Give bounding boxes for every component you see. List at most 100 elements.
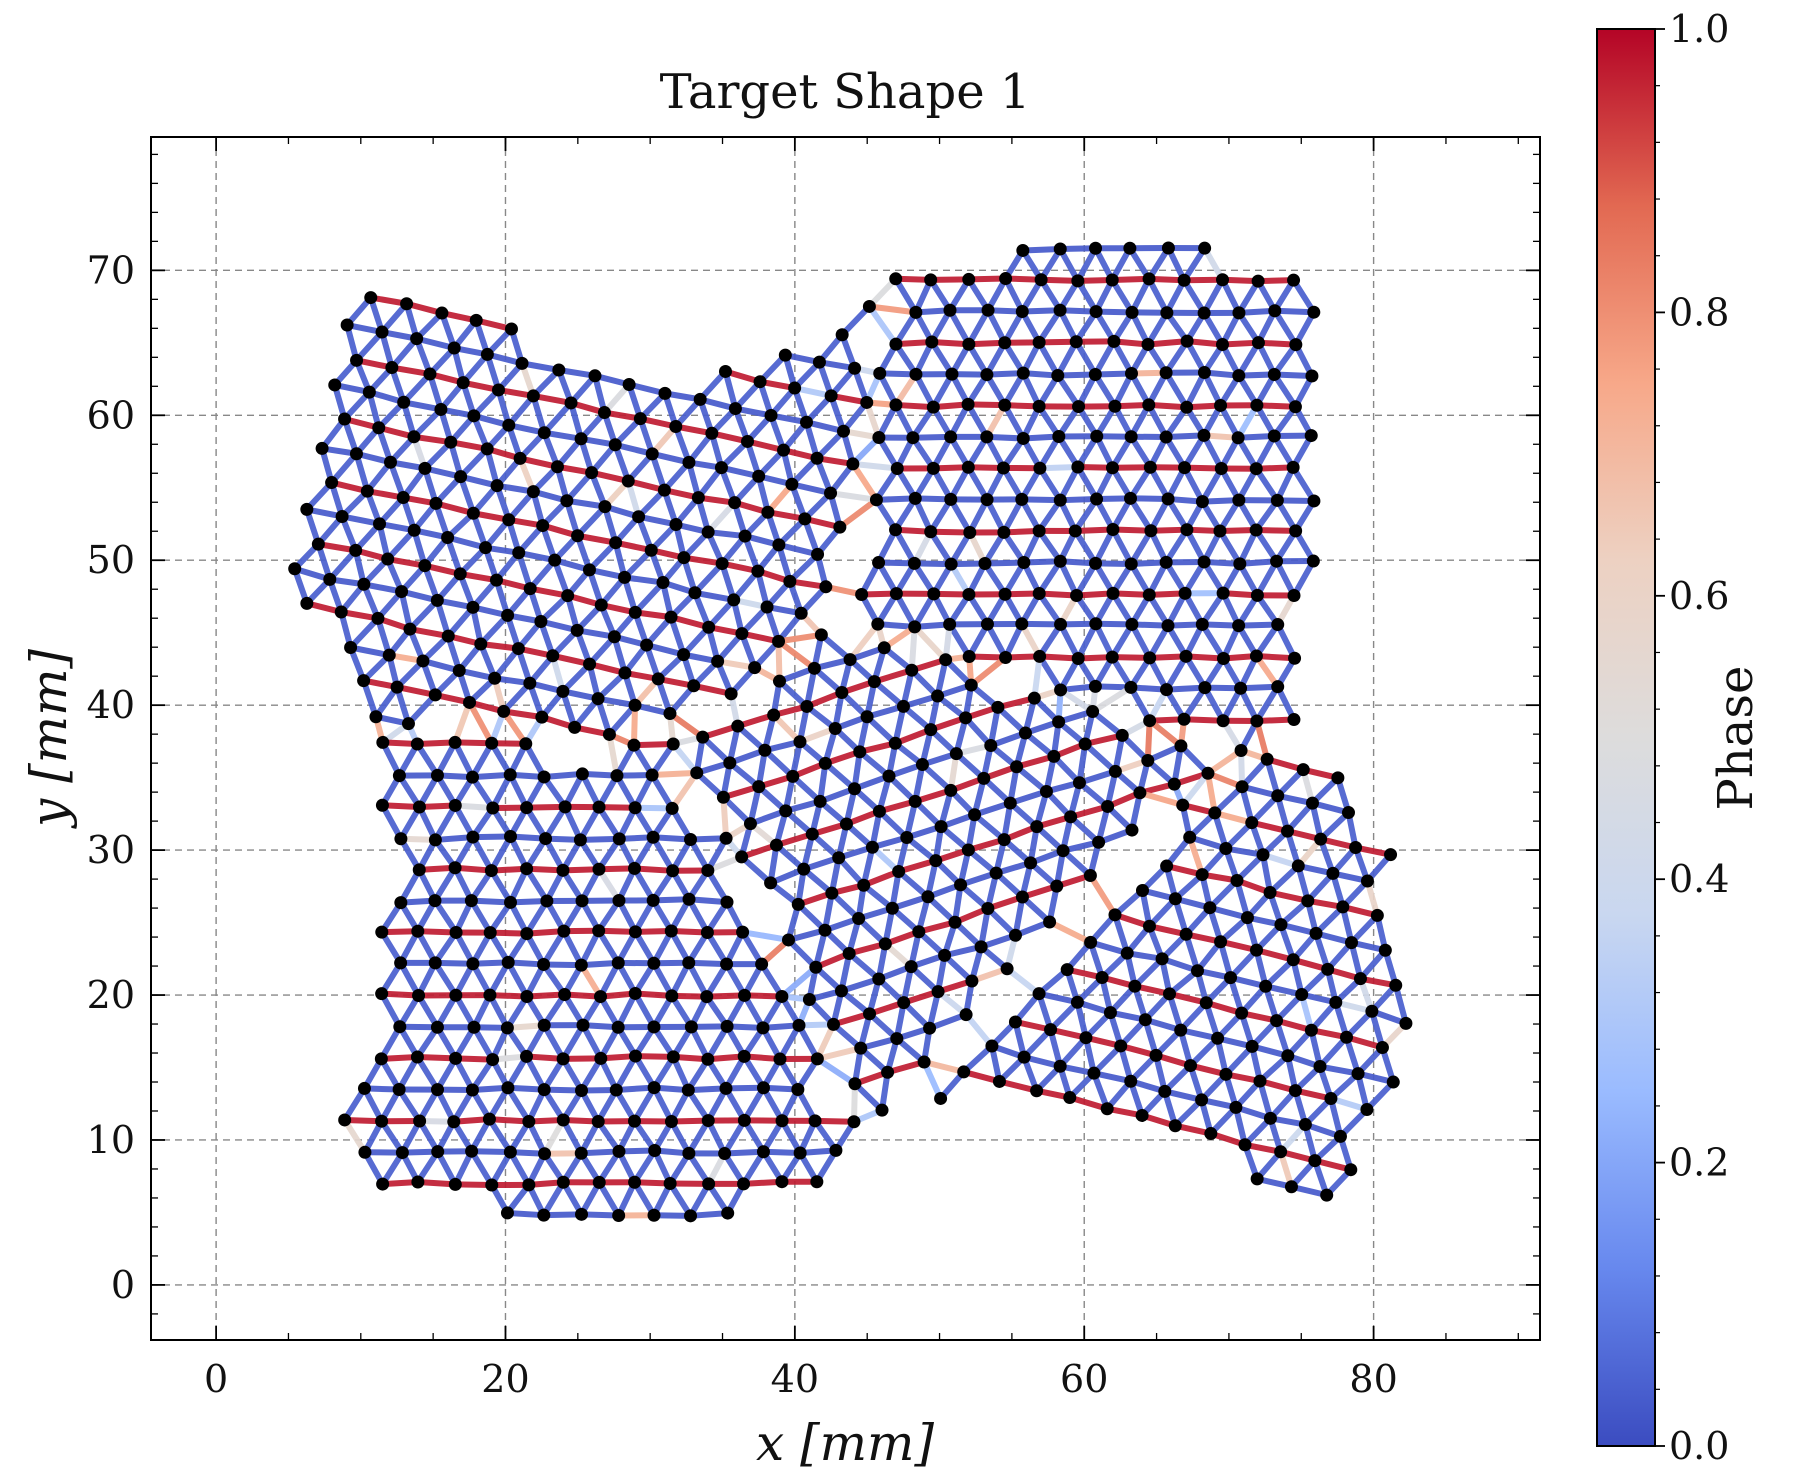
mesh-node	[1340, 1030, 1353, 1044]
mesh-node	[929, 854, 943, 868]
mesh-node	[1233, 557, 1247, 571]
mesh-node	[999, 272, 1013, 286]
mesh-node	[1179, 927, 1193, 941]
mesh-node	[1211, 1031, 1225, 1045]
mesh-node	[1287, 713, 1301, 727]
mesh-node	[1288, 1084, 1302, 1098]
mesh-node	[647, 1020, 661, 1034]
mesh-node	[628, 1175, 642, 1189]
mesh-node	[564, 396, 578, 410]
mesh-node	[520, 927, 534, 941]
mesh-node	[715, 557, 729, 571]
mesh-node	[1143, 651, 1157, 665]
mesh-node	[1163, 987, 1177, 1001]
mesh-node	[949, 747, 963, 761]
mesh-node	[430, 768, 444, 782]
mesh-edge	[666, 710, 706, 741]
mesh-node	[520, 862, 534, 876]
mesh-edge	[1254, 558, 1280, 599]
mesh-node	[724, 687, 738, 701]
mesh-node	[962, 650, 976, 664]
x-axis-label: x [mm]	[756, 1414, 934, 1472]
mesh-node	[921, 890, 935, 904]
mesh-node	[1120, 946, 1134, 960]
mesh-nodes	[288, 241, 1413, 1223]
mesh-edge	[630, 702, 639, 749]
mesh-node	[449, 925, 463, 939]
mesh-edge	[469, 740, 495, 781]
mesh-node	[769, 838, 783, 852]
mesh-node	[1203, 901, 1217, 915]
mesh-node	[997, 525, 1011, 539]
mesh-node	[991, 700, 1005, 714]
mesh-node	[556, 863, 570, 877]
mesh-edge	[486, 1116, 514, 1156]
mesh-edge	[632, 579, 667, 616]
mesh-node	[980, 430, 994, 444]
mesh-node	[1250, 398, 1264, 412]
mesh-node	[396, 491, 410, 505]
mesh-node	[896, 699, 910, 713]
mesh-node	[1167, 777, 1181, 791]
mesh-node	[482, 1112, 496, 1126]
mesh-node	[1284, 1180, 1298, 1194]
mesh-node	[1360, 1102, 1374, 1116]
mesh-node	[592, 1175, 606, 1189]
mesh-edge	[827, 490, 880, 503]
mesh-node	[1195, 495, 1209, 509]
mesh-node	[449, 988, 463, 1002]
mesh-node	[411, 924, 425, 938]
mesh-node	[924, 723, 938, 737]
mesh-node	[1115, 728, 1129, 742]
mesh-node	[441, 530, 455, 544]
mesh-node	[690, 766, 704, 780]
mesh-node	[1016, 243, 1030, 257]
mesh-node	[1286, 460, 1300, 474]
mesh-node	[1089, 305, 1103, 319]
mesh-node	[550, 460, 564, 474]
mesh-edge	[500, 708, 529, 747]
mesh-node	[644, 543, 658, 557]
mesh-node	[1128, 979, 1142, 993]
mesh-node	[1008, 928, 1022, 942]
mesh-node	[677, 648, 691, 662]
mesh-node	[1250, 1172, 1264, 1186]
mesh-node	[628, 698, 642, 712]
mesh-node	[869, 493, 883, 507]
mesh-edge	[720, 794, 730, 842]
mesh-edge	[466, 699, 495, 747]
mesh-node	[1235, 1006, 1249, 1020]
mesh-edge	[1253, 683, 1281, 724]
mesh-edge	[1046, 918, 1094, 946]
mesh-node	[558, 988, 572, 1002]
mesh-node	[835, 685, 849, 699]
mesh-node	[758, 743, 772, 757]
mesh-node	[944, 557, 958, 571]
mesh-node	[618, 570, 632, 584]
mesh-node	[1267, 429, 1281, 443]
mesh-edge	[668, 614, 687, 658]
mesh-node	[924, 273, 938, 287]
mesh-node	[375, 325, 389, 339]
mesh-node	[728, 496, 742, 510]
mesh-edge	[541, 399, 575, 436]
mesh-node	[842, 946, 856, 960]
mesh-node	[793, 1146, 807, 1160]
mesh-node	[338, 1113, 352, 1127]
mesh-node	[701, 525, 715, 539]
mesh-node	[1054, 683, 1068, 697]
mesh-node	[865, 840, 879, 854]
mesh-node	[905, 663, 919, 677]
mesh-edge	[1066, 1094, 1111, 1112]
mesh-node	[1000, 962, 1014, 976]
y-tick-label: 20	[87, 973, 135, 1017]
mesh-node	[315, 441, 329, 455]
mesh-node	[1351, 1067, 1365, 1081]
mesh-node	[571, 529, 585, 543]
mesh-node	[1240, 911, 1254, 925]
mesh-node	[980, 368, 994, 382]
mesh-node	[556, 1113, 570, 1127]
mesh-node	[410, 1050, 424, 1064]
mesh-node	[800, 699, 814, 713]
